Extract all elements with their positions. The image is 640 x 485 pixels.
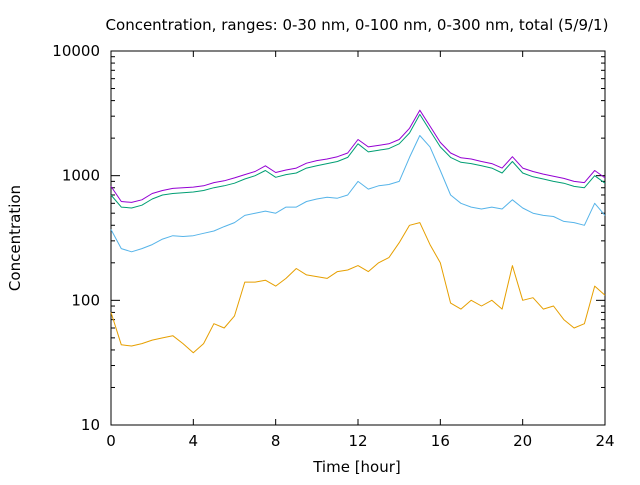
y-tick-label: 10 bbox=[81, 416, 100, 434]
x-tick-label: 4 bbox=[189, 432, 199, 450]
x-tick-label: 20 bbox=[513, 432, 532, 450]
y-tick-label: 100 bbox=[71, 291, 100, 309]
series-line-3 bbox=[110, 113, 606, 209]
x-tick-label: 24 bbox=[595, 432, 614, 450]
chart-title: Concentration, ranges: 0-30 nm, 0-100 nm… bbox=[106, 16, 609, 34]
x-axis: 0 4 8 12 16 20 24 bbox=[106, 51, 615, 450]
x-tick-label: 16 bbox=[431, 432, 450, 450]
y-axis: 10 100 1000 10000 bbox=[52, 42, 605, 434]
series-line-4 bbox=[110, 109, 606, 203]
x-tick-label: 8 bbox=[271, 432, 281, 450]
y-axis-label: Concentration bbox=[6, 185, 24, 291]
y-tick-label: 10000 bbox=[52, 42, 100, 60]
x-axis-label: Time [hour] bbox=[312, 458, 401, 476]
series-line-1 bbox=[110, 222, 606, 354]
plot-frame bbox=[110, 50, 606, 426]
x-tick-label: 0 bbox=[106, 432, 116, 450]
series-line-2 bbox=[110, 135, 606, 253]
series-lines bbox=[110, 109, 606, 354]
y-tick-label: 1000 bbox=[62, 167, 100, 185]
x-tick-label: 12 bbox=[348, 432, 367, 450]
